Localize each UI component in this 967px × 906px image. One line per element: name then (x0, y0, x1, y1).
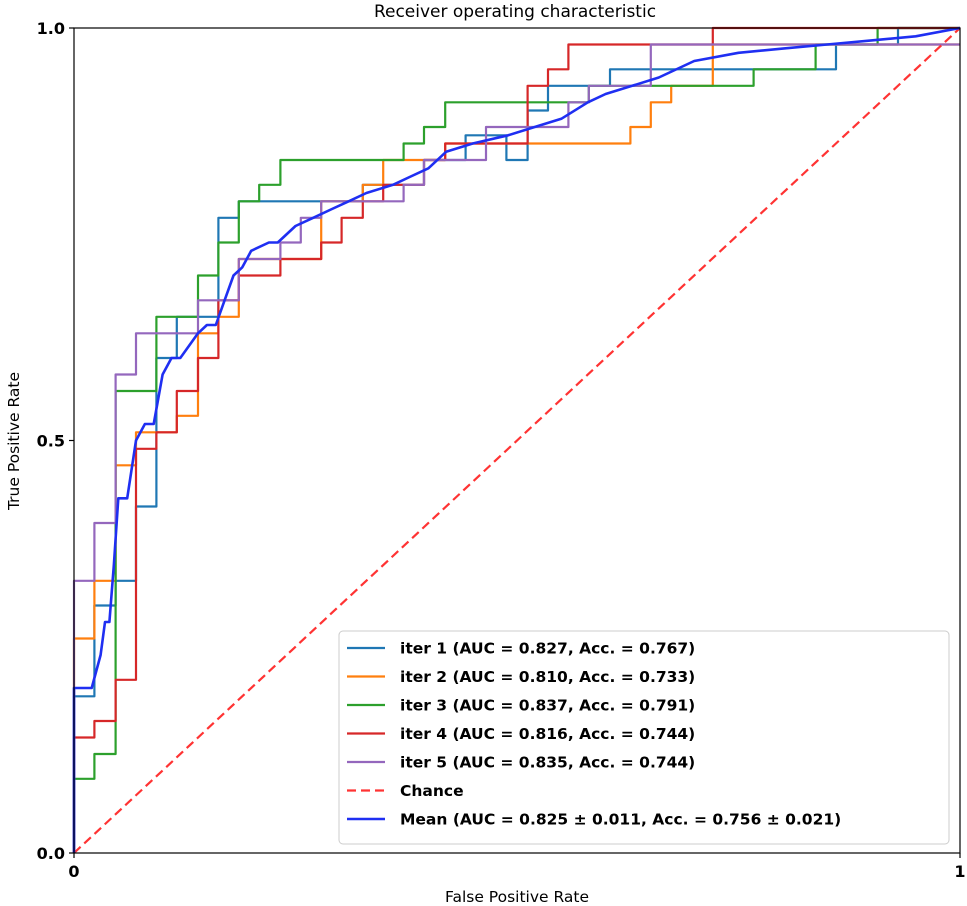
legend-label-chance: Chance (400, 782, 464, 800)
legend: iter 1 (AUC = 0.827, Acc. = 0.767) iter 2… (338, 630, 950, 845)
x-tick-label: 1 (954, 862, 965, 881)
y-axis-label: True Positive Rate (5, 372, 23, 511)
legend-label-iter-4: iter 4 (AUC = 0.816, Acc. = 0.744) (400, 725, 695, 743)
x-axis-label: False Positive Rate (445, 888, 589, 906)
y-tick-label: 1.0 (37, 19, 65, 38)
legend-label-iter-2: iter 2 (AUC = 0.810, Acc. = 0.733) (400, 668, 695, 686)
y-tick-label: 0.0 (37, 844, 65, 863)
series-line-iter-3 (72, 26, 960, 853)
series-layer (72, 26, 961, 854)
legend-label-iter-5: iter 5 (AUC = 0.835, Acc. = 0.744) (400, 754, 695, 772)
y-tick-label: 0.5 (37, 432, 65, 451)
series-line-mean (72, 26, 961, 853)
legend-box (338, 630, 950, 845)
x-tick-label: 0 (68, 862, 79, 881)
series-line-chance (73, 27, 961, 854)
legend-label-iter-3: iter 3 (AUC = 0.837, Acc. = 0.791) (400, 697, 695, 715)
ticks-layer: 0 1 0.0 0.5 1.0 (37, 19, 966, 881)
legend-label-iter-1: iter 1 (AUC = 0.827, Acc. = 0.767) (400, 640, 695, 658)
series-line-iter-4 (72, 26, 960, 853)
legend-label-mean: Mean (AUC = 0.825 ± 0.011, Acc. = 0.756 … (400, 811, 841, 829)
series-line-iter-5 (72, 43, 960, 853)
chart-title: Receiver operating characteristic (374, 2, 656, 22)
